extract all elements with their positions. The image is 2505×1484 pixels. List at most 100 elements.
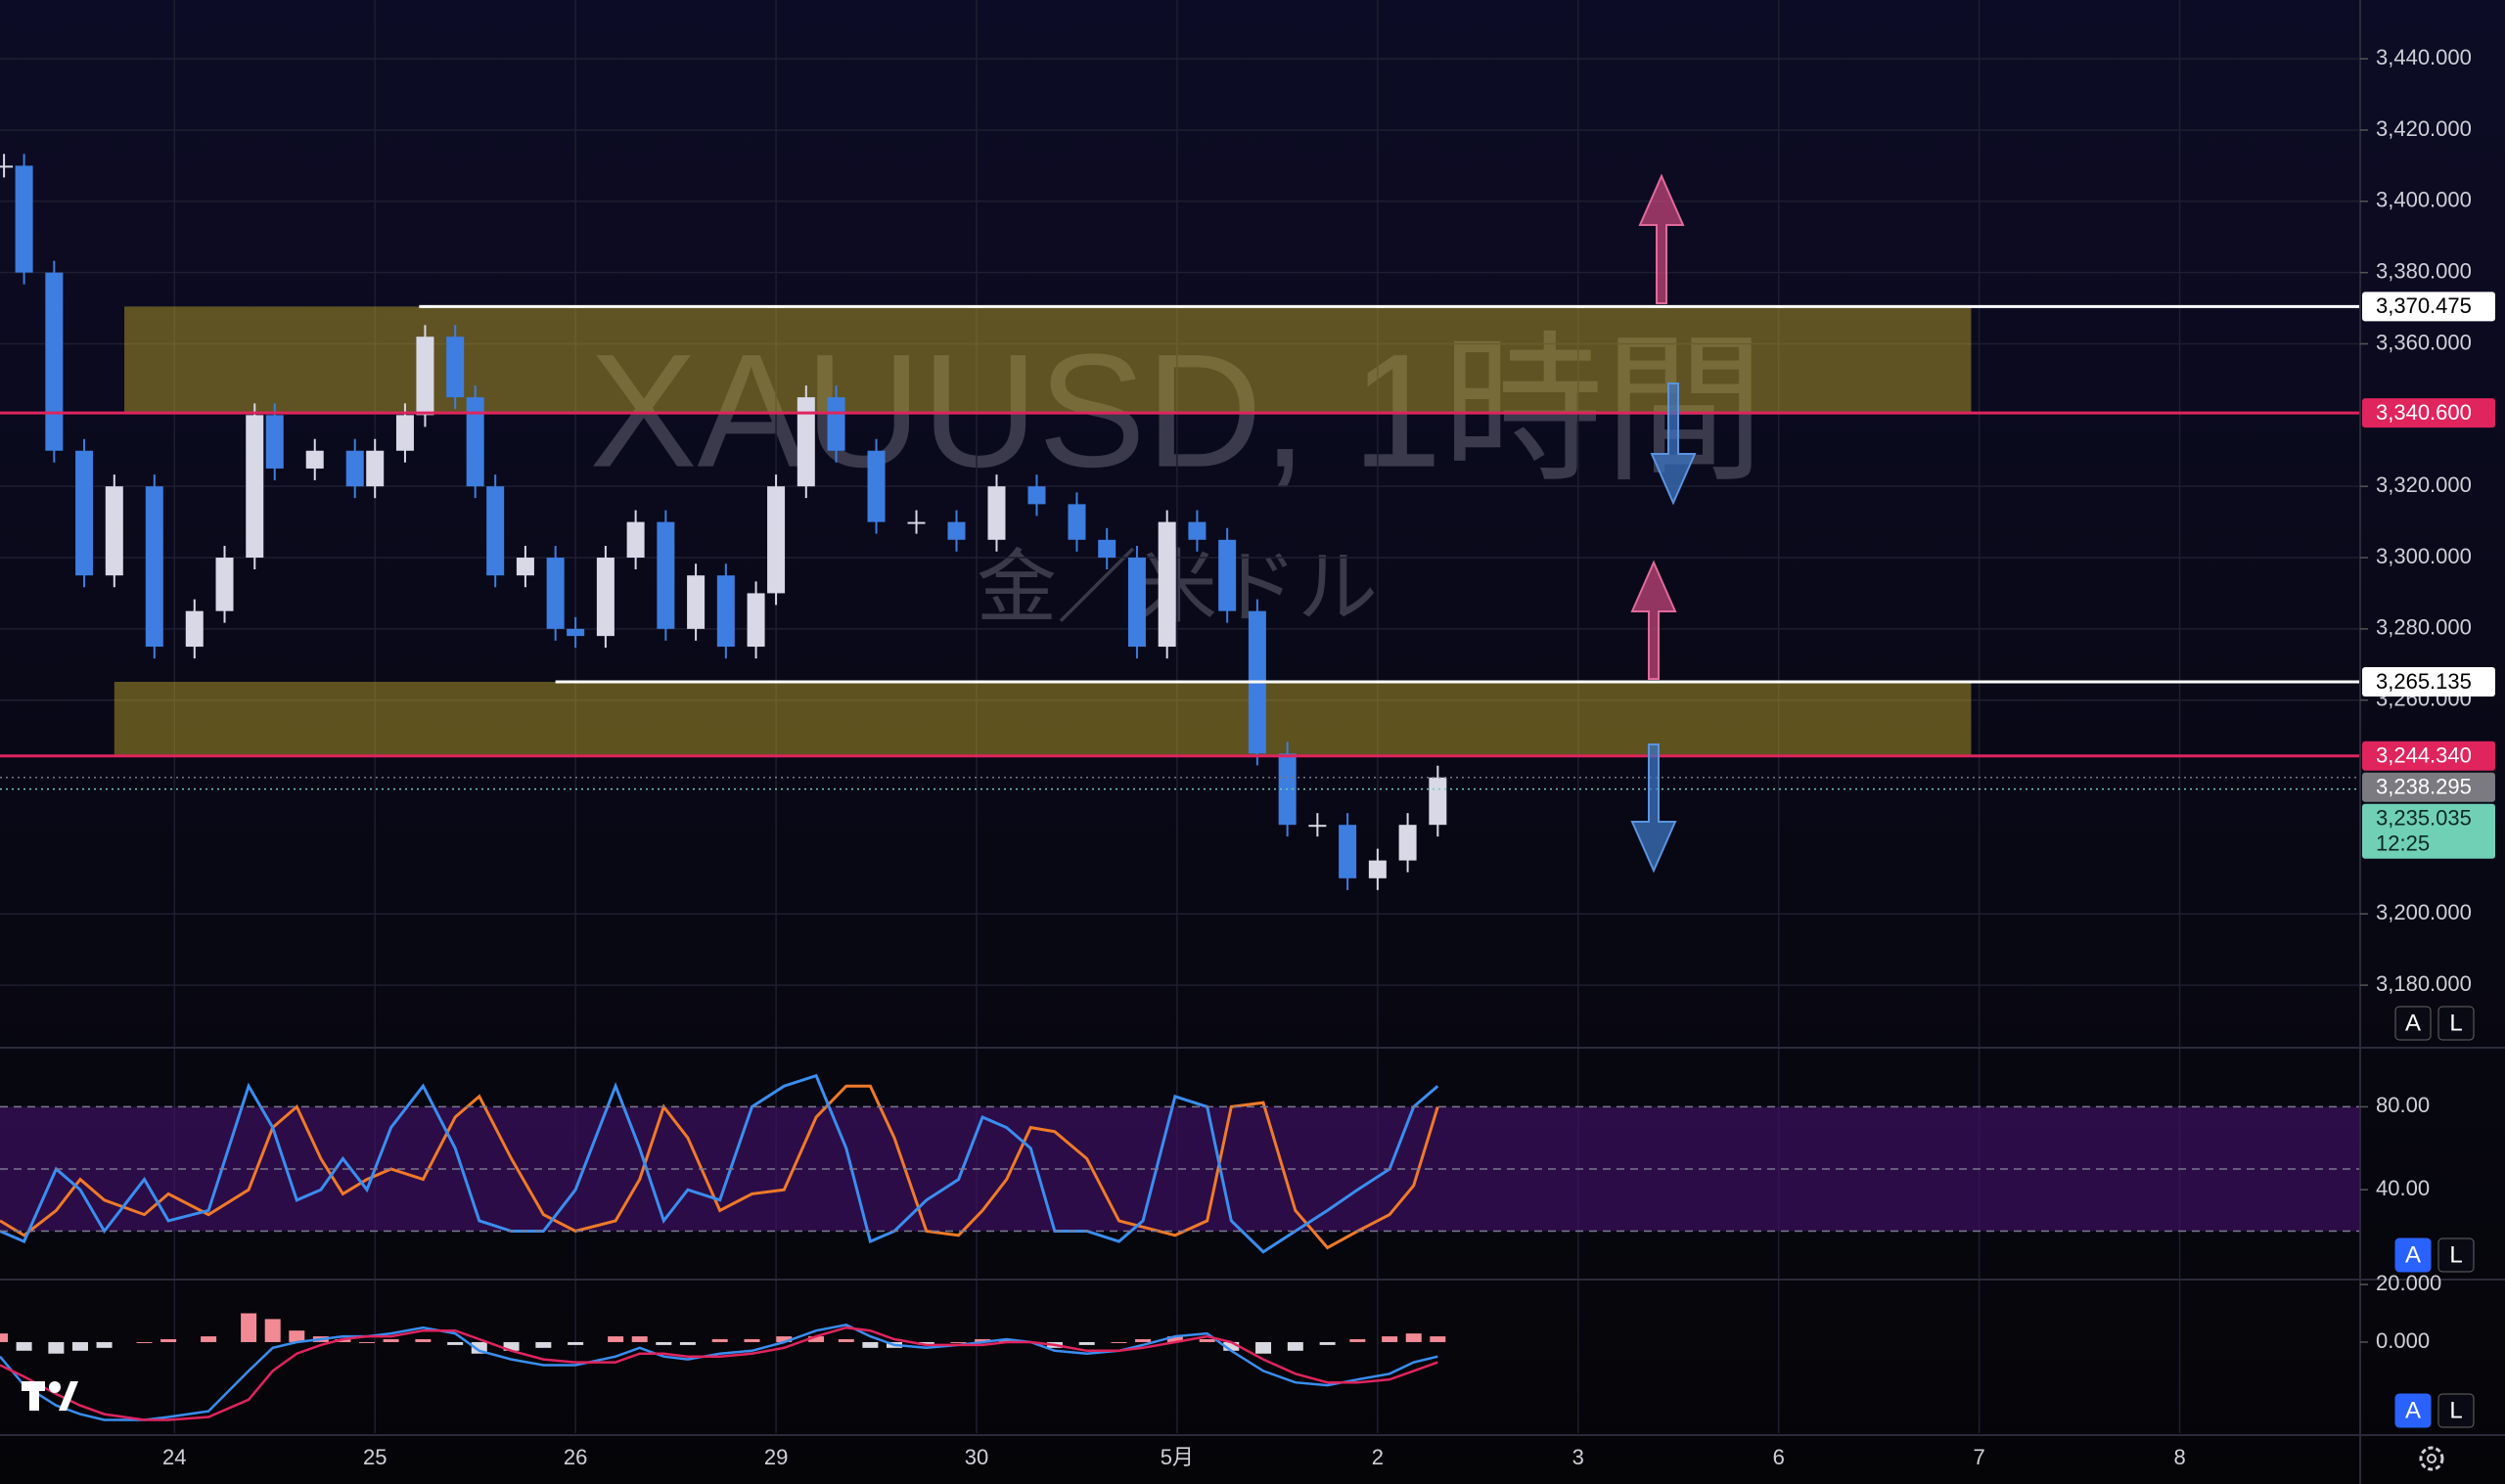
histogram-bar [264, 1319, 281, 1342]
histogram-bar [1135, 1339, 1152, 1342]
scale-button-label[interactable]: A [2405, 1010, 2421, 1036]
candle [305, 450, 324, 469]
candle [1127, 558, 1146, 648]
scale-button-label[interactable]: L [2449, 1397, 2462, 1423]
histogram-bar [776, 1336, 793, 1342]
histogram-bar [335, 1339, 351, 1342]
candle [395, 415, 414, 451]
candle [366, 450, 385, 487]
histogram-bar [1319, 1341, 1336, 1345]
histogram-bar [808, 1336, 825, 1342]
histogram-bar [711, 1339, 728, 1342]
histogram-bar [289, 1330, 305, 1342]
y-tick-label: 20.000 [2376, 1271, 2441, 1295]
histogram-bar [1166, 1336, 1183, 1342]
price-level-tag [2362, 741, 2495, 771]
candle [947, 521, 966, 540]
histogram-bar [998, 1339, 1015, 1342]
price-level-tag [2362, 398, 2495, 428]
y-tick-label: 3,280.000 [2376, 615, 2472, 640]
indicator-line [0, 1073, 1439, 1254]
x-tick-label: 6 [1773, 1445, 1785, 1469]
price-level-label: 3,265.135 [2376, 669, 2472, 694]
x-tick-label: 24 [162, 1445, 186, 1469]
histogram-bar [744, 1339, 760, 1342]
price-level-label: 3,238.295 [2376, 775, 2472, 799]
price-level-label: 3,370.475 [2376, 293, 2472, 318]
x-tick-label: 30 [965, 1445, 988, 1469]
y-tick-label: 3,440.000 [2376, 45, 2472, 69]
histogram-bar [950, 1341, 967, 1343]
histogram-bar [201, 1336, 217, 1342]
candle [466, 397, 484, 487]
candle [716, 575, 735, 648]
candle [185, 610, 204, 648]
candle [867, 450, 886, 522]
y-tick-label: 3,360.000 [2376, 330, 2472, 354]
y-tick-label: 3,200.000 [2376, 900, 2472, 924]
histogram-bar [1223, 1341, 1240, 1351]
scale-button-label[interactable]: L [2449, 1241, 2462, 1268]
candle [215, 558, 234, 611]
histogram-bar [359, 1341, 376, 1343]
histogram-bar [838, 1339, 854, 1342]
scale-button-label[interactable]: L [2449, 1010, 2462, 1036]
candle [1068, 504, 1086, 540]
histogram-bar [608, 1336, 624, 1342]
candle [657, 521, 675, 629]
candle [265, 415, 284, 469]
y-tick-label: 3,300.000 [2376, 544, 2472, 568]
y-tick-label: 80.00 [2376, 1093, 2430, 1117]
scale-button[interactable] [2394, 1237, 2432, 1273]
scale-button[interactable] [2437, 1237, 2475, 1273]
histogram-bar [241, 1313, 257, 1342]
histogram-bar [679, 1341, 696, 1345]
candle [907, 521, 926, 524]
gear[interactable] [2419, 1446, 2444, 1471]
scale-button[interactable] [2394, 1006, 2432, 1041]
histogram-bar [862, 1341, 879, 1348]
x-tick-label: 5月 [1161, 1445, 1194, 1469]
candle [827, 397, 845, 451]
scale-button-label[interactable]: A [2405, 1241, 2421, 1268]
y-tick-label: 3,420.000 [2376, 116, 2472, 141]
gear-center [2427, 1454, 2437, 1463]
y-tick-label: 0.000 [2376, 1328, 2430, 1353]
zone [124, 306, 1972, 414]
candle [145, 486, 163, 648]
price-level-tag [2362, 803, 2495, 859]
candle [546, 558, 565, 629]
scale-button[interactable] [2437, 1006, 2475, 1041]
scale-button-label[interactable]: A [2405, 1397, 2421, 1423]
logo-part [29, 1381, 39, 1411]
histogram-bar [1287, 1341, 1303, 1351]
histogram-bar [96, 1341, 113, 1348]
scale-button[interactable] [2394, 1393, 2432, 1428]
candle [687, 575, 706, 629]
price-level-tag [2362, 292, 2495, 322]
histogram-bar [631, 1336, 648, 1342]
x-tick-label: 3 [1572, 1445, 1584, 1469]
candle [567, 628, 585, 637]
candle [1158, 521, 1176, 648]
histogram-bar [48, 1341, 65, 1354]
settings-icon[interactable] [2419, 1446, 2444, 1471]
candle [75, 450, 94, 576]
price-level-tag [2362, 772, 2495, 802]
x-tick-label: 2 [1372, 1445, 1384, 1469]
scale-button[interactable] [2437, 1393, 2475, 1428]
candle [626, 521, 645, 559]
histogram-bar [1349, 1339, 1366, 1342]
countdown-label: 12:25 [2376, 832, 2430, 856]
histogram-bar [71, 1341, 88, 1351]
down-arrow [1650, 382, 1697, 506]
tradingview-logo [22, 1381, 78, 1411]
candle [1398, 825, 1417, 861]
histogram-bar [1430, 1336, 1446, 1342]
logo-part [59, 1381, 78, 1411]
histogram-bar [1111, 1341, 1127, 1343]
candle [1308, 825, 1327, 828]
histogram-bar [0, 1333, 8, 1342]
price-level-label: 3,235.035 [2376, 806, 2472, 831]
